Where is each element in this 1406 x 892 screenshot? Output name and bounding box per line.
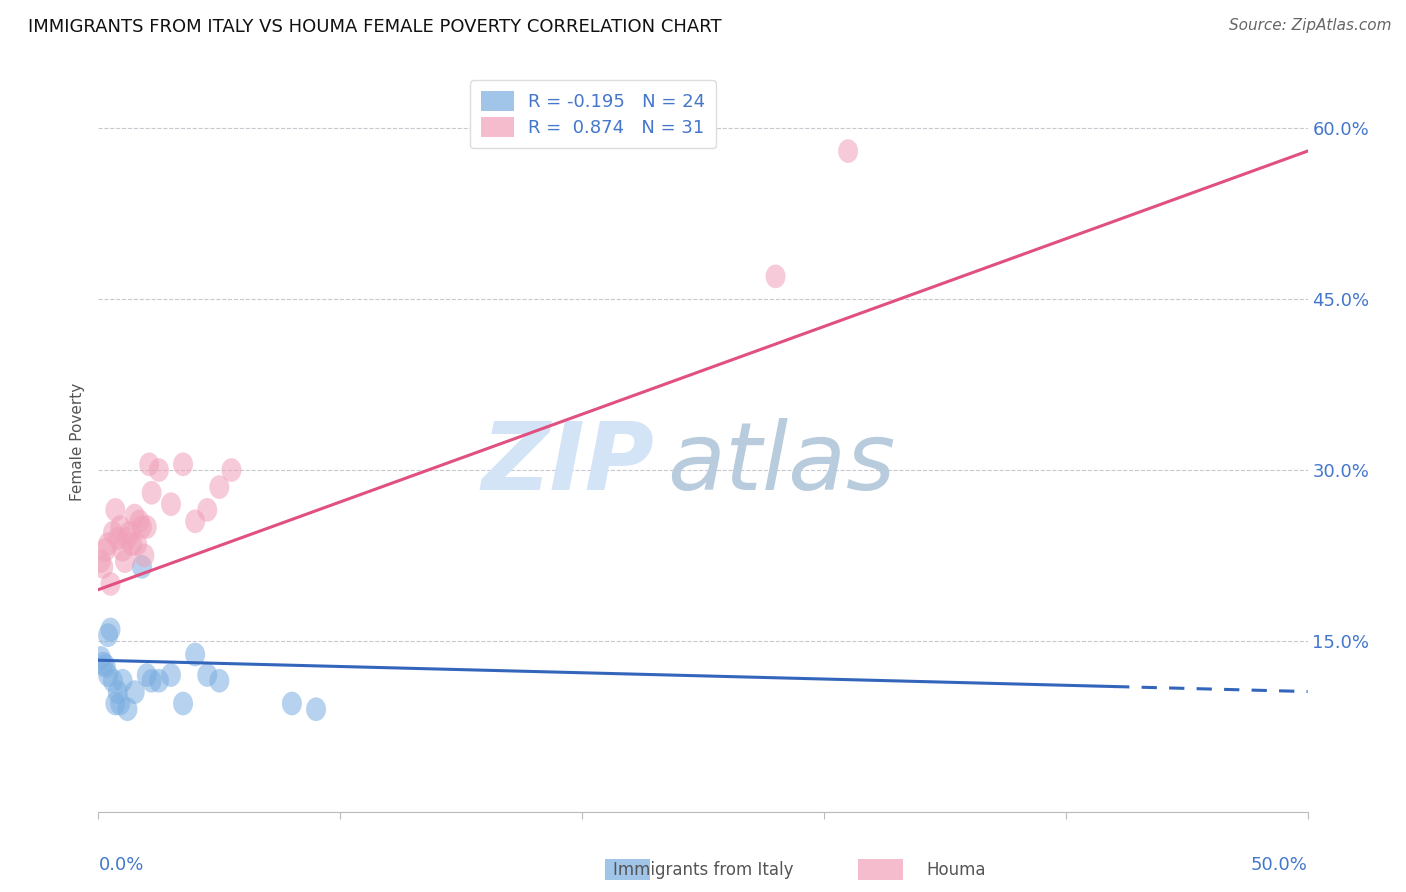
Ellipse shape [100, 572, 121, 596]
Ellipse shape [105, 498, 125, 522]
Ellipse shape [112, 538, 132, 562]
Ellipse shape [118, 526, 138, 550]
Ellipse shape [93, 555, 114, 579]
Ellipse shape [112, 669, 132, 692]
Text: ZIP: ZIP [482, 417, 655, 509]
Ellipse shape [765, 265, 786, 288]
Ellipse shape [142, 481, 162, 505]
Ellipse shape [108, 526, 128, 550]
Ellipse shape [160, 663, 181, 687]
Ellipse shape [96, 538, 115, 562]
Ellipse shape [120, 521, 139, 544]
Text: atlas: atlas [666, 418, 896, 509]
Ellipse shape [281, 691, 302, 715]
Ellipse shape [136, 515, 157, 539]
Ellipse shape [105, 691, 125, 715]
Ellipse shape [118, 698, 138, 721]
Ellipse shape [115, 549, 135, 573]
Ellipse shape [110, 691, 131, 715]
Ellipse shape [132, 555, 152, 579]
Ellipse shape [96, 654, 115, 678]
Text: IMMIGRANTS FROM ITALY VS HOUMA FEMALE POVERTY CORRELATION CHART: IMMIGRANTS FROM ITALY VS HOUMA FEMALE PO… [28, 18, 721, 36]
Ellipse shape [142, 669, 162, 692]
Ellipse shape [93, 652, 114, 675]
Ellipse shape [125, 504, 145, 527]
Ellipse shape [209, 475, 229, 499]
Ellipse shape [838, 139, 858, 163]
Ellipse shape [186, 642, 205, 666]
Ellipse shape [186, 509, 205, 533]
Text: Houma: Houma [927, 861, 986, 879]
Ellipse shape [98, 624, 118, 647]
Ellipse shape [209, 669, 229, 692]
Ellipse shape [103, 669, 122, 692]
Ellipse shape [149, 458, 169, 482]
Ellipse shape [139, 452, 159, 476]
Ellipse shape [307, 698, 326, 721]
Ellipse shape [100, 617, 121, 641]
Ellipse shape [129, 509, 149, 533]
Text: 50.0%: 50.0% [1251, 856, 1308, 874]
Text: 0.0%: 0.0% [98, 856, 143, 874]
Ellipse shape [197, 663, 218, 687]
Text: Immigrants from Italy: Immigrants from Italy [613, 861, 793, 879]
Ellipse shape [132, 515, 152, 539]
Ellipse shape [91, 646, 111, 670]
Ellipse shape [135, 543, 155, 567]
Ellipse shape [108, 681, 128, 704]
Ellipse shape [173, 452, 193, 476]
Ellipse shape [127, 533, 148, 556]
Ellipse shape [173, 691, 193, 715]
Ellipse shape [103, 521, 122, 544]
Ellipse shape [149, 669, 169, 692]
Ellipse shape [160, 492, 181, 516]
Legend: R = -0.195   N = 24, R =  0.874   N = 31: R = -0.195 N = 24, R = 0.874 N = 31 [470, 80, 716, 148]
Ellipse shape [136, 663, 157, 687]
Ellipse shape [197, 498, 218, 522]
Ellipse shape [125, 681, 145, 704]
Ellipse shape [98, 533, 118, 556]
Ellipse shape [122, 533, 142, 556]
Ellipse shape [98, 663, 118, 687]
Ellipse shape [221, 458, 242, 482]
Y-axis label: Female Poverty: Female Poverty [70, 383, 86, 500]
Ellipse shape [110, 515, 131, 539]
Text: Source: ZipAtlas.com: Source: ZipAtlas.com [1229, 18, 1392, 33]
Ellipse shape [91, 549, 111, 573]
